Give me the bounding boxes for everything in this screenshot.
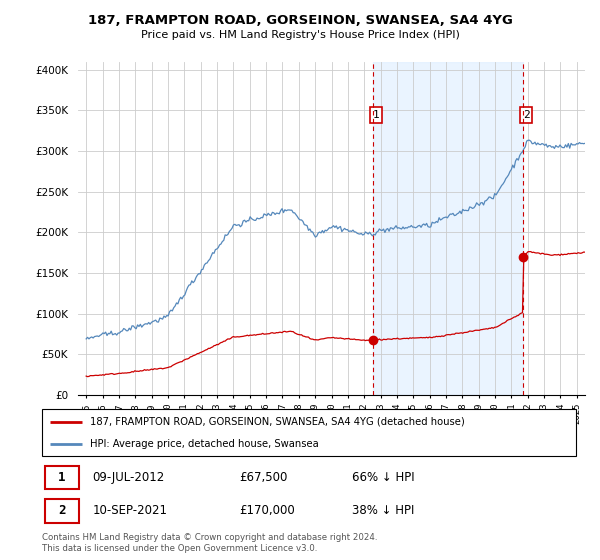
Text: 1: 1 bbox=[58, 471, 65, 484]
Text: Contains HM Land Registry data © Crown copyright and database right 2024.
This d: Contains HM Land Registry data © Crown c… bbox=[42, 533, 377, 553]
FancyBboxPatch shape bbox=[44, 500, 79, 522]
Text: 09-JUL-2012: 09-JUL-2012 bbox=[93, 471, 165, 484]
Text: 2: 2 bbox=[523, 110, 530, 120]
Text: 2: 2 bbox=[58, 505, 65, 517]
Text: £67,500: £67,500 bbox=[239, 471, 288, 484]
Text: 66% ↓ HPI: 66% ↓ HPI bbox=[352, 471, 415, 484]
Text: £170,000: £170,000 bbox=[239, 505, 295, 517]
Text: 38% ↓ HPI: 38% ↓ HPI bbox=[352, 505, 414, 517]
Text: 187, FRAMPTON ROAD, GORSEINON, SWANSEA, SA4 4YG (detached house): 187, FRAMPTON ROAD, GORSEINON, SWANSEA, … bbox=[90, 417, 465, 427]
Text: Price paid vs. HM Land Registry's House Price Index (HPI): Price paid vs. HM Land Registry's House … bbox=[140, 30, 460, 40]
Text: 10-SEP-2021: 10-SEP-2021 bbox=[93, 505, 168, 517]
Text: HPI: Average price, detached house, Swansea: HPI: Average price, detached house, Swan… bbox=[90, 438, 319, 449]
Text: 1: 1 bbox=[373, 110, 379, 120]
FancyBboxPatch shape bbox=[44, 466, 79, 489]
FancyBboxPatch shape bbox=[42, 409, 576, 456]
Text: 187, FRAMPTON ROAD, GORSEINON, SWANSEA, SA4 4YG: 187, FRAMPTON ROAD, GORSEINON, SWANSEA, … bbox=[88, 14, 512, 27]
Bar bbox=[373, 62, 523, 395]
